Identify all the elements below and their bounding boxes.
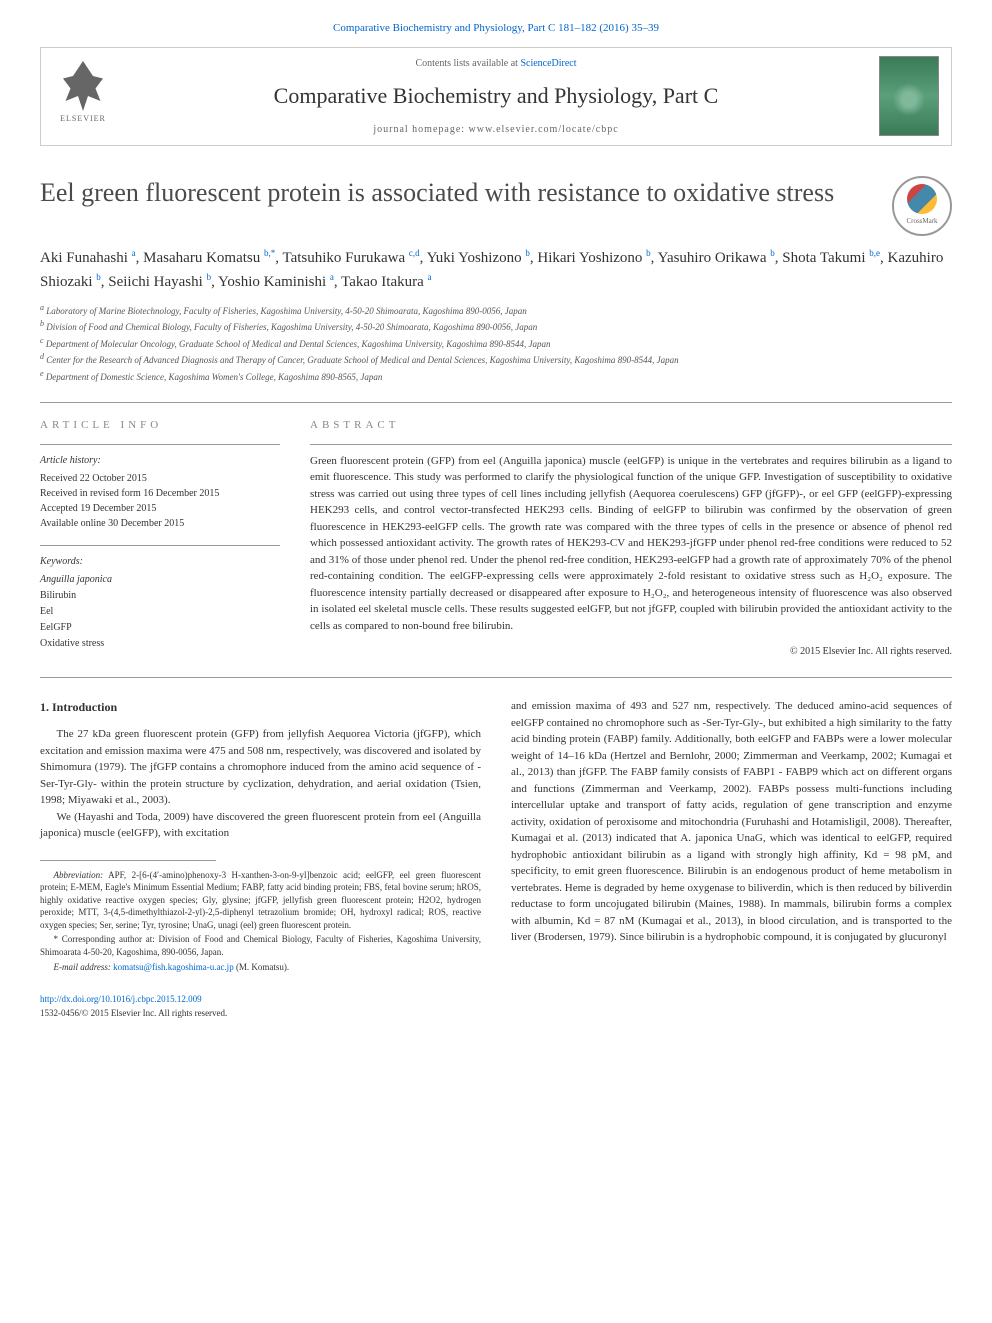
title-row: Eel green fluorescent protein is associa… (40, 176, 952, 236)
crossmark-label: CrossMark (906, 216, 937, 227)
history-line: Received 22 October 2015 (40, 471, 280, 486)
divider (40, 545, 280, 546)
article-title: Eel green fluorescent protein is associa… (40, 176, 872, 210)
author-affiliation-marker: b (96, 272, 101, 282)
footer-block: http://dx.doi.org/10.1016/j.cbpc.2015.12… (40, 993, 952, 1020)
body-paragraph: and emission maxima of 493 and 527 nm, r… (511, 698, 952, 946)
body-column-right: and emission maxima of 493 and 527 nm, r… (511, 698, 952, 975)
abstract-heading: ABSTRACT (310, 417, 952, 434)
keyword-item: Anguilla japonica (40, 572, 280, 588)
journal-title: Comparative Biochemistry and Physiology,… (128, 79, 864, 112)
author-name: Shota Takumi b,e (782, 250, 880, 266)
author-name: Yuki Yoshizono b (427, 250, 530, 266)
journal-homepage: journal homepage: www.elsevier.com/locat… (128, 122, 864, 137)
divider (40, 677, 952, 678)
authors-list: Aki Funahashi a, Masaharu Komatsu b,*, T… (40, 246, 952, 294)
corresponding-email-link[interactable]: komatsu@fish.kagoshima-u.ac.jp (113, 962, 234, 972)
email-footnote: E-mail address: komatsu@fish.kagoshima-u… (40, 961, 481, 974)
sciencedirect-link[interactable]: ScienceDirect (520, 58, 576, 69)
divider (310, 444, 952, 445)
keyword-item: Oxidative stress (40, 636, 280, 652)
author-name: Tatsuhiko Furukawa c,d (282, 250, 419, 266)
author-name: Yasuhiro Orikawa b (658, 250, 775, 266)
footnotes-block: Abbreviation: APF, 2-[6-(4′-amino)phenox… (40, 869, 481, 974)
author-affiliation-marker: b (525, 248, 530, 258)
keywords-block: Anguilla japonicaBilirubinEelEelGFPOxida… (40, 572, 280, 652)
author-name: Yoshio Kaminishi a (218, 274, 334, 290)
author-affiliation-marker: a (330, 272, 334, 282)
corresponding-author-footnote: * Corresponding author at: Division of F… (40, 933, 481, 958)
author-name: Aki Funahashi a (40, 250, 136, 266)
divider (40, 444, 280, 445)
history-line: Available online 30 December 2015 (40, 516, 280, 531)
keyword-item: Eel (40, 604, 280, 620)
keyword-item: Bilirubin (40, 588, 280, 604)
author-name: Hikari Yoshizono b (537, 250, 650, 266)
affiliation-line: d Center for the Research of Advanced Di… (40, 351, 952, 368)
keyword-item: EelGFP (40, 620, 280, 636)
journal-citation-link[interactable]: Comparative Biochemistry and Physiology,… (333, 22, 659, 34)
elsevier-tree-icon (58, 61, 108, 111)
history-line: Accepted 19 December 2015 (40, 501, 280, 516)
author-name: Takao Itakura a (341, 274, 431, 290)
body-column-left: 1. Introduction The 27 kDa green fluores… (40, 698, 481, 975)
author-affiliation-marker: b (646, 248, 651, 258)
author-affiliation-marker: a (132, 248, 136, 258)
contents-available-line: Contents lists available at ScienceDirec… (128, 56, 864, 71)
author-affiliation-marker: b,* (264, 248, 275, 258)
crossmark-badge[interactable]: CrossMark (892, 176, 952, 236)
author-affiliation-marker: b,e (869, 248, 880, 258)
issn-copyright: 1532-0456/© 2015 Elsevier Inc. All right… (40, 1008, 227, 1018)
author-affiliation-marker: a (428, 272, 432, 282)
doi-link[interactable]: http://dx.doi.org/10.1016/j.cbpc.2015.12… (40, 994, 202, 1004)
article-info-heading: ARTICLE INFO (40, 417, 280, 434)
affiliations-list: a Laboratory of Marine Biotechnology, Fa… (40, 302, 952, 385)
affiliation-line: a Laboratory of Marine Biotechnology, Fa… (40, 302, 952, 319)
divider (40, 402, 952, 403)
abstract-text: Green fluorescent protein (GFP) from eel… (310, 453, 952, 635)
history-line: Received in revised form 16 December 201… (40, 486, 280, 501)
footnote-divider (40, 860, 216, 861)
abbreviation-footnote: Abbreviation: APF, 2-[6-(4′-amino)phenox… (40, 869, 481, 932)
abstract-copyright: © 2015 Elsevier Inc. All rights reserved… (310, 644, 952, 659)
journal-header-box: ELSEVIER Contents lists available at Sci… (40, 47, 952, 146)
article-info-column: ARTICLE INFO Article history: Received 2… (40, 417, 280, 659)
article-history-block: Received 22 October 2015Received in revi… (40, 471, 280, 531)
info-abstract-row: ARTICLE INFO Article history: Received 2… (40, 417, 952, 659)
author-affiliation-marker: b (770, 248, 775, 258)
body-paragraph: The 27 kDa green fluorescent protein (GF… (40, 726, 481, 809)
affiliation-line: c Department of Molecular Oncology, Grad… (40, 335, 952, 352)
journal-citation-header: Comparative Biochemistry and Physiology,… (40, 20, 952, 37)
elsevier-label: ELSEVIER (60, 113, 106, 125)
crossmark-icon (907, 184, 937, 214)
elsevier-logo: ELSEVIER (53, 61, 113, 131)
body-columns: 1. Introduction The 27 kDa green fluores… (40, 698, 952, 975)
affiliation-line: e Department of Domestic Science, Kagosh… (40, 368, 952, 385)
author-affiliation-marker: b (207, 272, 212, 282)
article-history-label: Article history: (40, 453, 280, 468)
header-center: Contents lists available at ScienceDirec… (128, 56, 864, 137)
body-paragraph: We (Hayashi and Toda, 2009) have discove… (40, 809, 481, 842)
author-name: Seiichi Hayashi b (108, 274, 211, 290)
abstract-column: ABSTRACT Green fluorescent protein (GFP)… (310, 417, 952, 659)
section-heading: 1. Introduction (40, 698, 481, 716)
author-affiliation-marker: c,d (409, 248, 420, 258)
author-name: Masaharu Komatsu b,* (143, 250, 275, 266)
affiliation-line: b Division of Food and Chemical Biology,… (40, 318, 952, 335)
keywords-label: Keywords: (40, 554, 280, 569)
journal-cover-thumbnail (879, 56, 939, 136)
